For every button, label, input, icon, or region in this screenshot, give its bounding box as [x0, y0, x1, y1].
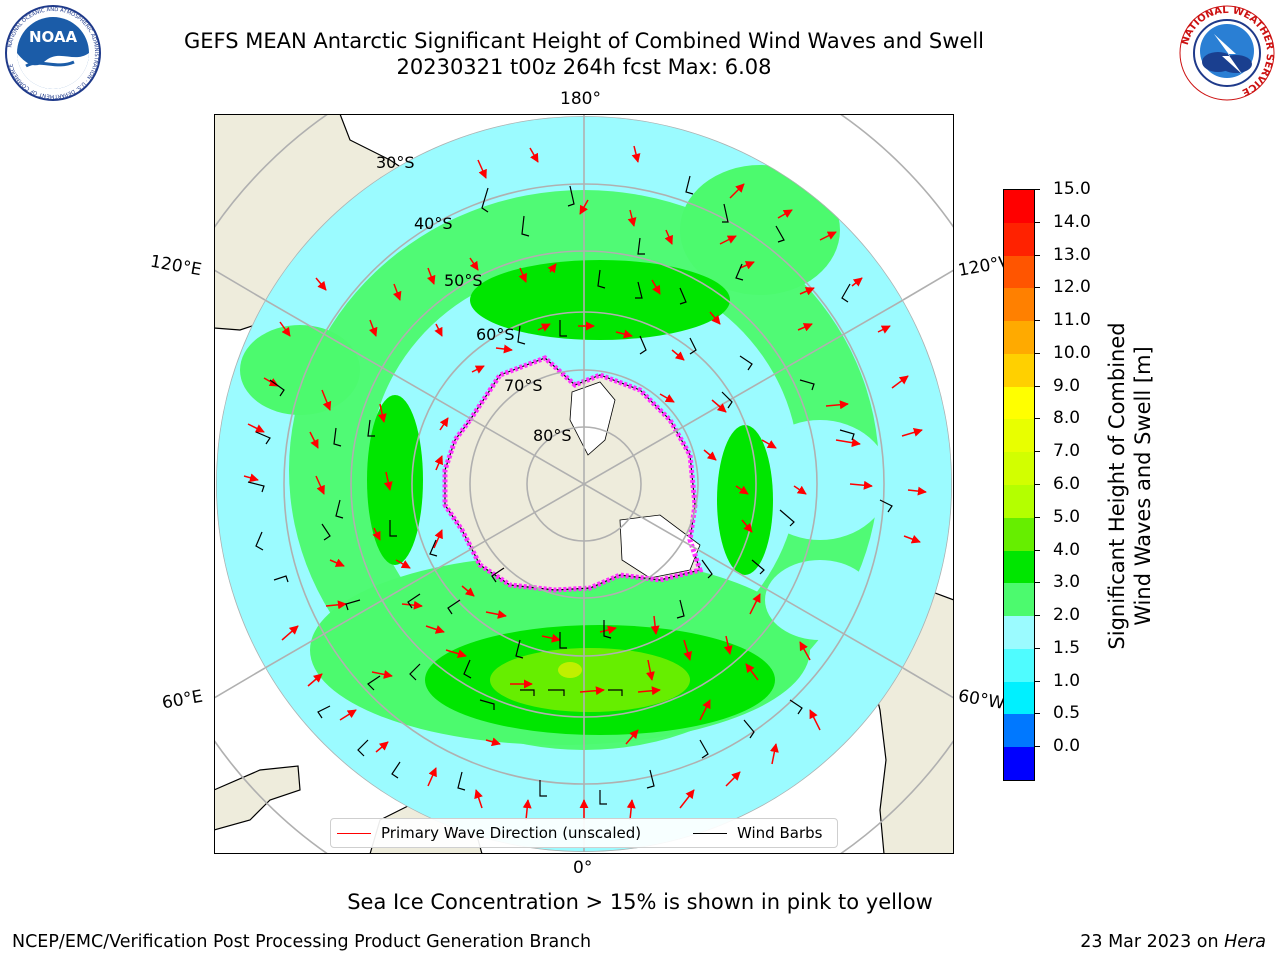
colorbar-segment	[1004, 583, 1034, 617]
date-text: 23 Mar 2023 on Hera	[1080, 932, 1266, 952]
legend-label: Wind Barbs	[737, 824, 823, 842]
colorbar-tick-label: 10.0	[1053, 342, 1091, 363]
colorbar-tick-mark	[1034, 549, 1040, 551]
lon-label-0: 0°	[573, 858, 593, 878]
colorbar-tick-mark	[1034, 352, 1040, 354]
colorbar-tick-mark	[1034, 254, 1040, 256]
colorbar-segment	[1004, 222, 1034, 257]
colorbar-tick-label: 4.0	[1053, 539, 1081, 560]
colorbar-tick-mark	[1034, 516, 1040, 518]
colorbar-tick-label: 11.0	[1053, 310, 1091, 331]
colorbar-tick-label: 2.0	[1053, 605, 1081, 626]
credit-text: NCEP/EMC/Verification Post Processing Pr…	[12, 932, 592, 952]
colorbar-tick-label: 9.0	[1053, 375, 1081, 396]
noaa-logo-text: NOAA	[29, 28, 78, 46]
colorbar-tick-mark	[1034, 287, 1040, 289]
legend-red-line-icon	[337, 832, 371, 834]
colorbar-segment	[1004, 517, 1034, 552]
colorbar-segment	[1004, 353, 1034, 388]
lat-label-30s: 30°S	[376, 153, 415, 172]
lat-label-70s: 70°S	[504, 376, 543, 395]
lat-label-80s: 80°S	[533, 426, 572, 445]
colorbar-segment	[1004, 550, 1034, 584]
lon-label-120e: 120°E	[148, 251, 204, 281]
lat-label-50s: 50°S	[444, 271, 483, 290]
colorbar-tick-mark	[1034, 385, 1040, 387]
colorbar-tick-label: 13.0	[1053, 244, 1091, 265]
colorbar-segment	[1004, 321, 1034, 355]
lon-label-180: 180°	[560, 89, 601, 109]
colorbar-tick-mark	[1034, 615, 1040, 617]
legend-item-wind-barbs: Wind Barbs	[693, 824, 822, 842]
wave-field	[216, 116, 952, 852]
colorbar-tick-label: 0.5	[1053, 703, 1081, 724]
colorbar-tick-mark	[1034, 484, 1040, 485]
colorbar-tick-label: 12.0	[1053, 277, 1091, 298]
colorbar-tick-label: 1.0	[1053, 670, 1081, 691]
lon-label-60w: 60°W	[956, 686, 1007, 714]
lat-label-60s: 60°S	[476, 325, 515, 344]
colorbar-tick-label: 3.0	[1053, 572, 1081, 593]
colorbar-tick-mark	[1034, 680, 1040, 682]
colorbar-segment	[1004, 648, 1034, 683]
colorbar-tick-label: 8.0	[1053, 408, 1081, 429]
colorbar-tick-mark	[1034, 746, 1040, 748]
map-legend: Primary Wave Direction (unscaled) Wind B…	[330, 818, 838, 848]
ice-shelf	[569, 381, 616, 456]
colorbar-segment	[1004, 255, 1034, 289]
legend-item-wave-direction: Primary Wave Direction (unscaled)	[337, 824, 641, 842]
colorbar-segment	[1004, 747, 1034, 781]
colorbar-segment	[1004, 714, 1034, 748]
lon-label-60e: 60°E	[160, 686, 205, 714]
colorbar-segment	[1004, 419, 1034, 453]
colorbar-segment	[1004, 386, 1034, 420]
colorbar-segment	[1004, 616, 1034, 650]
lat-label-40s: 40°S	[414, 214, 453, 233]
polar-map	[214, 114, 954, 854]
colorbar	[1003, 189, 1035, 781]
colorbar-segment	[1004, 452, 1034, 486]
colorbar-tick-label: 6.0	[1053, 474, 1081, 494]
chart-subtitle: 20230321 t00z 264h fcst Max: 6.08	[396, 55, 772, 79]
colorbar-tick-label: 14.0	[1053, 211, 1091, 232]
colorbar-tick-label: 0.0	[1053, 736, 1081, 757]
wave-vectors	[243, 145, 927, 821]
colorbar-tick-mark	[1034, 451, 1040, 453]
africa-land	[214, 765, 301, 831]
colorbar-tick-label: 7.0	[1053, 441, 1081, 462]
colorbar-segment	[1004, 485, 1034, 519]
legend-label: Primary Wave Direction (unscaled)	[381, 824, 642, 842]
colorbar-tick-label: 5.0	[1053, 506, 1081, 527]
colorbar-segment	[1004, 681, 1034, 715]
wind-barbs	[247, 175, 893, 805]
colorbar-tick-mark	[1034, 418, 1040, 420]
colorbar-tick-mark	[1034, 189, 1040, 190]
colorbar-tick-mark	[1034, 221, 1040, 223]
nws-logo: NATIONAL WEATHER SERVICE	[1179, 5, 1275, 101]
colorbar-segment	[1004, 190, 1034, 224]
graticule	[216, 116, 952, 852]
sea-ice-edge	[442, 355, 704, 593]
chart-title: GEFS MEAN Antarctic Significant Height o…	[183, 29, 985, 53]
sea-ice-note: Sea Ice Concentration > 15% is shown in …	[347, 890, 933, 914]
colorbar-segment	[1004, 288, 1034, 322]
noaa-logo: NOAA NATIONAL OCEANIC AND ATMOSPHERIC AD…	[5, 5, 101, 101]
colorbar-tick-mark	[1034, 647, 1040, 649]
colorbar-tick-label: 15.0	[1053, 179, 1091, 199]
legend-black-line-icon	[693, 832, 727, 834]
colorbar-tick-mark	[1034, 582, 1040, 584]
colorbar-tick-mark	[1034, 713, 1040, 715]
colorbar-tick-label: 1.5	[1053, 637, 1081, 658]
colorbar-tick-mark	[1034, 320, 1040, 322]
